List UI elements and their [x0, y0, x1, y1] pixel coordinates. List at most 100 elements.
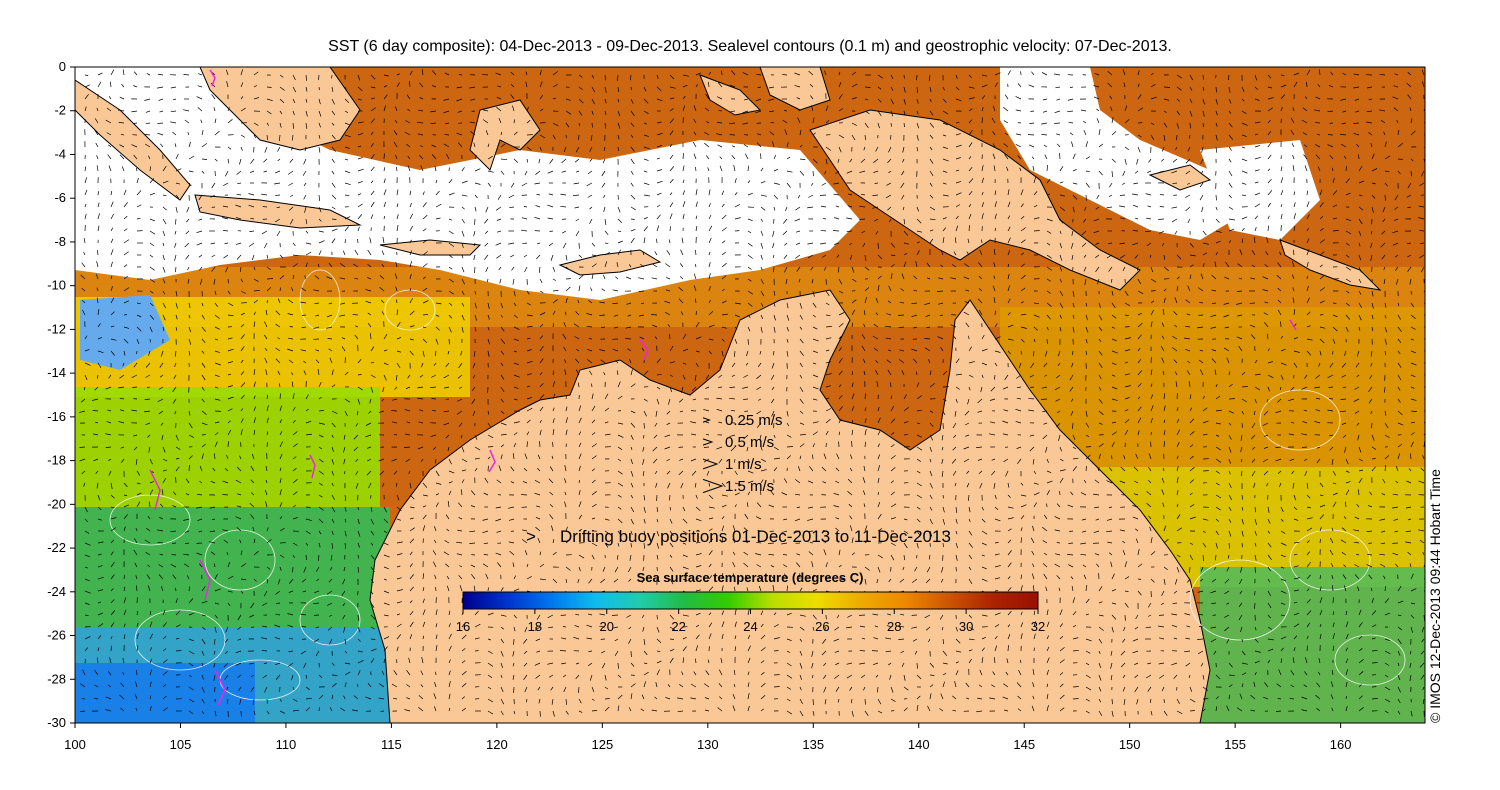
- velocity-arrow: [487, 638, 492, 641]
- velocity-arrow: [721, 338, 725, 342]
- velocity-arrow: [565, 311, 567, 316]
- velocity-arrow: [745, 574, 749, 580]
- velocity-arrow: [110, 561, 115, 568]
- velocity-arrow: [916, 86, 919, 93]
- velocity-arrow: [549, 674, 554, 678]
- velocity-arrow: [1163, 98, 1170, 101]
- velocity-arrow: [929, 122, 935, 128]
- velocity-arrow: [174, 350, 177, 357]
- velocity-arrow: [1226, 638, 1230, 644]
- velocity-arrow: [967, 238, 970, 244]
- velocity-arrow: [318, 506, 324, 511]
- velocity-arrow: [1211, 349, 1217, 352]
- velocity-arrow: [851, 537, 854, 544]
- velocity-arrow: [1069, 386, 1074, 392]
- velocity-arrow: [617, 662, 619, 669]
- velocity-arrow: [890, 405, 895, 412]
- velocity-arrow: [409, 70, 413, 76]
- velocity-arrow: [796, 553, 801, 556]
- velocity-arrow: [1253, 410, 1256, 416]
- velocity-arrow: [1189, 466, 1195, 472]
- velocity-arrow: [461, 278, 465, 285]
- velocity-arrow: [1020, 239, 1026, 244]
- velocity-arrow: [225, 69, 229, 76]
- velocity-arrow: [188, 422, 193, 429]
- velocity-arrow: [916, 371, 918, 376]
- velocity-arrow: [1254, 566, 1256, 573]
- velocity-arrow: [552, 299, 558, 304]
- velocity-arrow: [367, 264, 372, 268]
- velocity-arrow: [1228, 662, 1233, 668]
- velocity-arrow: [848, 193, 853, 196]
- velocity-arrow: [149, 669, 153, 676]
- velocity-arrow: [521, 182, 528, 187]
- velocity-arrow: [118, 109, 125, 112]
- velocity-arrow: [1032, 458, 1035, 465]
- velocity-arrow: [277, 370, 281, 376]
- velocity-arrow: [1046, 621, 1050, 628]
- velocity-arrow: [277, 146, 281, 152]
- velocity-arrow: [669, 614, 675, 620]
- velocity-arrow: [716, 397, 723, 400]
- velocity-arrow: [968, 506, 971, 513]
- velocity-arrow: [108, 165, 112, 172]
- velocity-arrow: [472, 386, 476, 392]
- velocity-arrow: [535, 205, 541, 208]
- velocity-arrow: [1098, 362, 1103, 369]
- velocity-arrow: [175, 218, 177, 225]
- velocity-arrow: [405, 433, 411, 436]
- velocity-arrow: [253, 134, 257, 139]
- velocity-arrow: [1228, 371, 1231, 376]
- velocity-arrow: [1254, 133, 1259, 136]
- velocity-arrow: [968, 178, 974, 184]
- velocity-arrow: [357, 386, 363, 391]
- velocity-arrow: [926, 566, 931, 573]
- velocity-arrow: [837, 158, 840, 163]
- velocity-arrow: [773, 434, 776, 439]
- velocity-arrow: [199, 480, 203, 484]
- velocity-arrow: [521, 217, 528, 220]
- velocity-arrow: [993, 248, 996, 256]
- velocity-arrow: [396, 189, 399, 196]
- velocity-arrow: [93, 697, 99, 700]
- velocity-arrow: [471, 398, 476, 405]
- velocity-arrow: [575, 674, 580, 680]
- velocity-arrow: [747, 192, 753, 196]
- velocity-arrow: [708, 310, 714, 316]
- velocity-arrow: [305, 707, 311, 712]
- velocity-arrow: [784, 266, 788, 273]
- velocity-arrow: [875, 297, 879, 304]
- velocity-arrow: [239, 158, 242, 165]
- velocity-arrow: [550, 254, 554, 261]
- velocity-arrow: [773, 350, 775, 356]
- velocity-arrow: [577, 382, 580, 388]
- velocity-arrow: [223, 254, 229, 259]
- velocity-arrow: [266, 710, 270, 715]
- velocity-arrow: [1266, 237, 1269, 244]
- velocity-arrow: [357, 670, 361, 676]
- velocity-arrow: [1041, 72, 1048, 76]
- velocity-arrow: [656, 530, 660, 537]
- velocity-arrow: [500, 314, 503, 318]
- velocity-arrow: [1043, 573, 1048, 580]
- velocity-arrow: [343, 458, 346, 465]
- velocity-arrow: [547, 170, 554, 174]
- velocity-arrow: [409, 634, 413, 640]
- velocity-arrow: [799, 650, 803, 656]
- velocity-arrow: [695, 350, 700, 353]
- velocity-arrow: [729, 84, 736, 88]
- velocity-arrow: [201, 662, 204, 667]
- velocity-arrow: [370, 180, 374, 184]
- velocity-arrow: [1111, 386, 1118, 390]
- velocity-arrow: [849, 467, 853, 472]
- velocity-arrow: [838, 406, 843, 412]
- velocity-arrow: [383, 94, 388, 100]
- velocity-arrow: [483, 554, 489, 556]
- velocity-arrow: [318, 240, 325, 244]
- velocity-arrow: [721, 537, 723, 544]
- velocity-arrow: [237, 674, 242, 678]
- velocity-arrow: [929, 146, 933, 151]
- velocity-arrow: [838, 71, 841, 76]
- velocity-arrow: [1059, 194, 1065, 197]
- velocity-arrow: [591, 74, 595, 79]
